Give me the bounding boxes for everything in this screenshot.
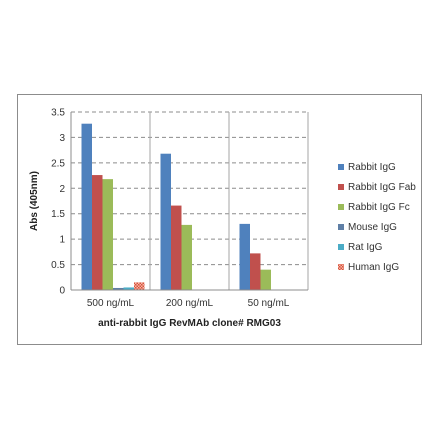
legend-swatch [338, 264, 344, 270]
legend-swatch [338, 244, 344, 250]
legend-label: Rabbit IgG Fab [348, 182, 416, 193]
legend-swatch [338, 164, 344, 170]
y-axis-title: Abs (405nm) [29, 171, 40, 231]
bar-rabbit-igg-fab [171, 205, 182, 290]
legend-label: Mouse IgG [348, 222, 397, 233]
legend-label: Rabbit IgG Fc [348, 202, 410, 213]
y-tick-label: 0.5 [51, 260, 65, 271]
x-tick-label: 500 ng/mL [87, 298, 135, 309]
y-tick-label: 1.5 [51, 209, 65, 220]
legend-label: Rat IgG [348, 242, 383, 253]
bar-rabbit-igg [239, 223, 250, 290]
bar-rabbit-igg-fab [92, 175, 103, 290]
legend-label: Rabbit IgG [348, 162, 396, 173]
bar-rat-igg [123, 287, 134, 290]
bar-human-igg [134, 282, 145, 290]
legend-swatch [338, 224, 344, 230]
x-tick-label: 200 ng/mL [166, 298, 214, 309]
chart-frame: 0 0.5 1 1.5 2 2.5 3 3.5 500 ng/mL 200 ng/mL 50 ng/… [17, 94, 422, 345]
y-tick-label: 3.5 [51, 108, 65, 119]
legend-swatch [338, 204, 344, 210]
bar-rabbit-igg-fc [181, 224, 192, 290]
bar-rabbit-igg-fc [260, 269, 271, 290]
legend-swatch [338, 184, 344, 190]
bar-rabbit-igg-fc [102, 179, 113, 290]
legend-label: Human IgG [348, 262, 399, 273]
bar-mouse-igg [113, 287, 124, 290]
bar-rabbit-igg-fab [250, 253, 261, 290]
x-axis-title: anti-rabbit IgG RevMAb clone# RMG03 [98, 318, 281, 329]
bar-rabbit-igg [160, 153, 171, 290]
y-tick-label: 2 [59, 184, 65, 195]
y-tick-label: 2.5 [51, 158, 65, 169]
x-tick-label: 50 ng/mL [248, 298, 290, 309]
bar-chart: 0 0.5 1 1.5 2 2.5 3 3.5 500 ng/mL 200 ng/mL 50 ng/… [29, 108, 416, 330]
y-tick-label: 3 [59, 133, 65, 144]
bar-rabbit-igg [81, 123, 92, 290]
y-tick-label: 0 [59, 286, 65, 297]
y-tick-label: 1 [59, 235, 65, 246]
